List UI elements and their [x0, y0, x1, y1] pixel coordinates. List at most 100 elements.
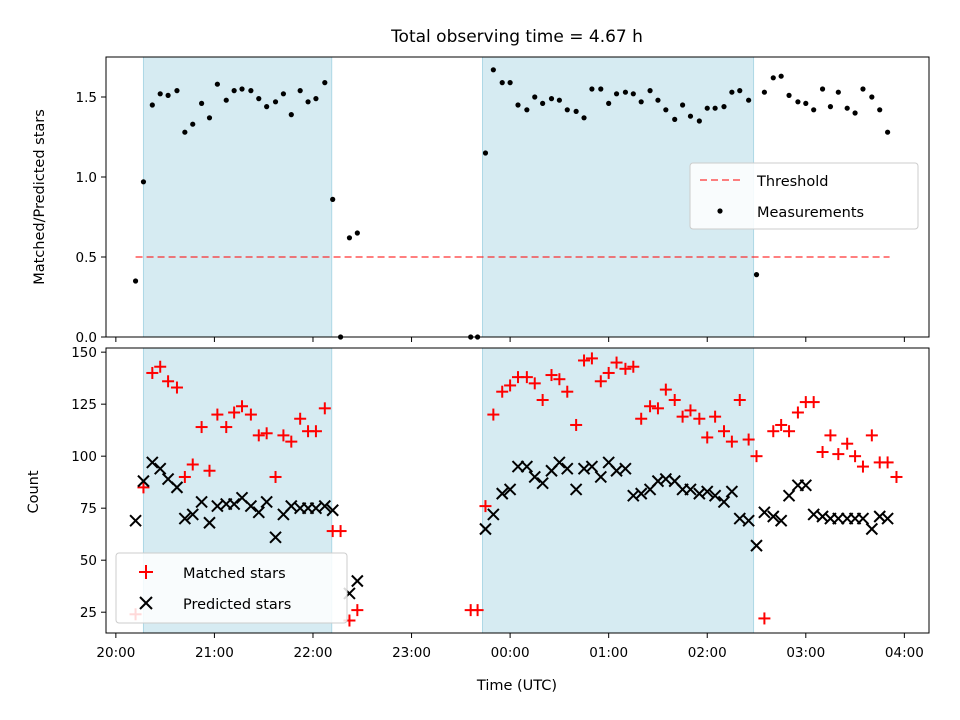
legend-predicted-label: Predicted stars — [183, 597, 291, 613]
y-tick-label: 125 — [71, 397, 97, 413]
measurement-point — [704, 105, 710, 111]
predicted-star-point — [178, 512, 192, 525]
matched-star-point — [841, 437, 854, 450]
predicted-star-point — [725, 485, 739, 498]
matched-star-point — [635, 412, 648, 425]
measurement-point — [613, 91, 620, 97]
predicted-star-point — [227, 497, 241, 511]
predicted-star-point — [487, 508, 500, 521]
matched-star-point — [750, 450, 763, 463]
count-y-axis-ticks: 25 50 75 100 125 150 — [71, 345, 106, 621]
measurement-point — [869, 94, 875, 100]
predicted-mark-b — [774, 514, 788, 527]
measurement-point — [696, 118, 702, 124]
x-axis-title: Time (UTC) — [476, 678, 557, 694]
predicted-mark-b — [619, 462, 632, 475]
predicted-star-point — [503, 483, 517, 496]
measurement-point — [256, 96, 262, 102]
predicted-mark-b — [627, 489, 640, 502]
y-tick-label: 1.5 — [76, 90, 97, 106]
measurement-point — [746, 97, 752, 103]
predicted-mark-b — [351, 574, 364, 588]
matched-star-point — [479, 500, 492, 513]
matched-star-point — [865, 429, 878, 442]
predicted-mark-b — [235, 491, 249, 504]
matched-star-point — [807, 396, 820, 409]
measurement-point — [564, 107, 570, 113]
ratio-x-axis-ticks — [115, 337, 905, 342]
matched-star-point — [496, 385, 509, 398]
predicted-star-point — [520, 460, 534, 473]
predicted-star-point — [260, 495, 273, 509]
matched-star-point — [536, 394, 549, 407]
matched-star-point — [594, 375, 607, 388]
measurement-point — [729, 89, 735, 95]
predicted-star-point — [195, 495, 208, 509]
count-x-axis-ticks: 20:00 21:00 22:00 23:00 00:00 01:00 02:00 03:00… — [96, 633, 924, 661]
predicted-stars-points — [129, 456, 894, 600]
predicted-mark-b — [668, 474, 681, 488]
predicted-mark-b — [873, 510, 886, 523]
predicted-star-point — [774, 514, 788, 527]
predicted-mark-b — [684, 483, 697, 496]
matched-star-point — [725, 435, 738, 448]
predicted-mark-b — [758, 506, 771, 519]
measurement-point — [885, 129, 891, 135]
matched-star-point — [767, 425, 780, 438]
measurement-point — [647, 88, 653, 94]
measurement-point — [223, 97, 229, 103]
legend-measurement-label: Measurements — [757, 205, 864, 221]
matched-star-point — [487, 408, 500, 421]
measurement-point — [622, 89, 629, 95]
legend-measurement-swatch — [717, 208, 723, 214]
y-tick-label: 1.0 — [76, 170, 97, 186]
predicted-star-point — [186, 508, 199, 521]
matched-star-point — [545, 369, 558, 382]
predicted-star-point — [627, 489, 640, 502]
matched-star-point — [178, 470, 191, 483]
measurement-point — [679, 102, 686, 108]
measurement-point — [515, 102, 521, 108]
predicted-mark-b — [585, 460, 599, 473]
measurement-point — [655, 97, 661, 103]
measurement-point — [761, 89, 768, 95]
matched-star-point — [260, 427, 273, 440]
matched-star-point — [561, 385, 574, 398]
matched-star-point — [228, 406, 241, 419]
measurement-point — [753, 272, 760, 278]
predicted-mark-b — [154, 462, 167, 475]
measurement-point — [672, 116, 678, 122]
matched-star-point — [309, 425, 322, 438]
y-tick-label: 150 — [71, 345, 97, 361]
predicted-star-point — [865, 522, 879, 536]
matched-star-point — [252, 429, 265, 442]
x-tick-label: 22:00 — [294, 645, 333, 661]
measurement-point — [663, 107, 669, 113]
matched-star-point — [318, 402, 331, 415]
count-legend: Matched stars Predicted stars — [115, 552, 348, 624]
predicted-star-point — [577, 462, 591, 475]
matched-star-point — [758, 612, 771, 625]
legend-matched-swatch — [139, 565, 153, 579]
predicted-star-point — [252, 506, 265, 519]
predicted-star-point — [479, 522, 492, 536]
predicted-star-point — [585, 460, 599, 473]
predicted-mark-b — [536, 477, 549, 490]
predicted-mark-b — [269, 531, 282, 544]
predicted-mark-b — [856, 512, 870, 525]
legend-threshold-label: Threshold — [756, 174, 828, 190]
matched-star-point — [791, 406, 804, 419]
x-tick-label: 01:00 — [589, 645, 628, 661]
predicted-star-point — [244, 499, 258, 513]
predicted-mark-b — [553, 456, 566, 469]
x-tick-label: 21:00 — [195, 645, 234, 661]
matched-star-point — [610, 356, 623, 369]
measurement-point — [231, 88, 237, 94]
matched-stars-points — [129, 352, 903, 627]
predicted-star-point — [651, 474, 665, 488]
matched-star-point — [668, 394, 681, 407]
matched-star-point — [570, 418, 583, 431]
predicted-star-point — [569, 483, 583, 496]
matched-star-point — [693, 412, 706, 425]
predicted-mark-b — [161, 472, 175, 486]
